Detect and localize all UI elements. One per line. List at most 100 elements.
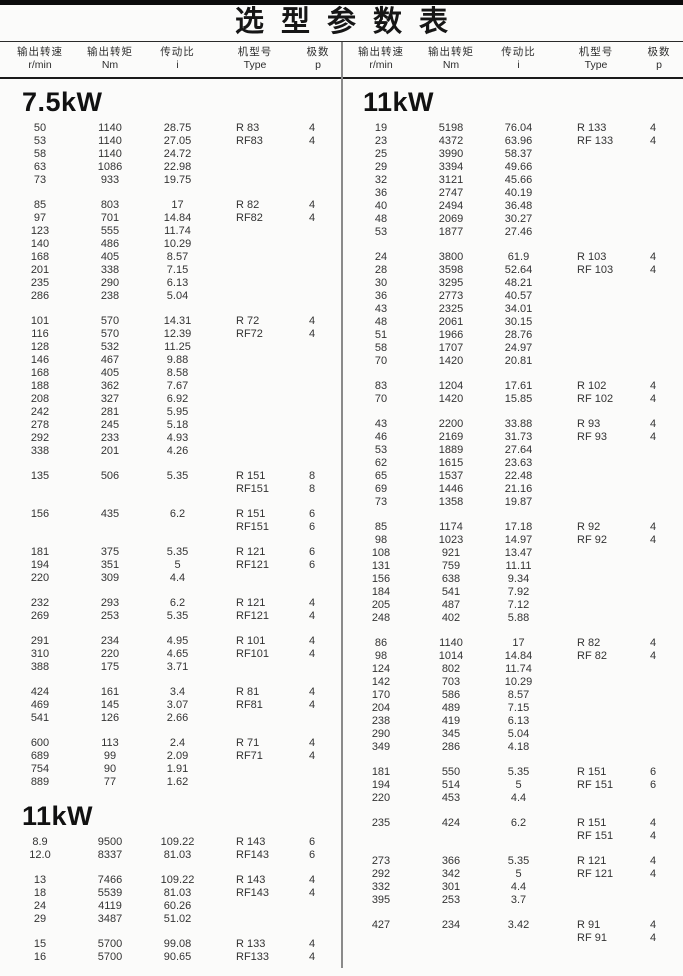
cell-poles <box>636 894 682 907</box>
table-row: 123 555 11.74 <box>0 225 341 238</box>
cell-poles <box>636 792 682 805</box>
cell-torque: 7466 <box>97 874 123 886</box>
cell-poles: 4 <box>308 648 316 660</box>
cell-torque: 175 <box>100 661 120 673</box>
cell-poles: 4 <box>649 431 657 443</box>
table-row: 205 487 7.12 <box>341 599 682 612</box>
cell-ratio: 3.4 <box>169 686 186 698</box>
cell-speed: 273 <box>371 855 391 867</box>
cell-speed: 16 <box>33 951 47 963</box>
cell-ratio: 5.35 <box>166 610 189 622</box>
cell-poles <box>636 444 682 457</box>
cell-type <box>215 380 295 393</box>
cell-torque: 555 <box>100 225 120 237</box>
cell-ratio: 24.72 <box>163 148 192 160</box>
cell-speed: 29 <box>374 161 388 173</box>
cell-torque: 405 <box>100 251 120 263</box>
cell-ratio: 5.18 <box>166 419 189 431</box>
cell-torque: 1140 <box>98 148 122 160</box>
cell-ratio: 6.92 <box>166 393 189 405</box>
cell-speed: 62 <box>374 457 388 469</box>
cell-ratio: 17.18 <box>504 521 533 533</box>
column-label: 极数 <box>306 46 330 58</box>
cell-torque: 366 <box>441 855 461 867</box>
cell-speed: 291 <box>30 635 50 647</box>
cell-type <box>215 161 295 174</box>
column-label: 机型号 <box>237 46 273 58</box>
cell-type: RF83 <box>236 135 263 147</box>
cell-ratio: 28.76 <box>504 329 533 341</box>
cell-torque: 1537 <box>438 470 464 482</box>
table-row: 48 2069 30.27 <box>341 213 682 226</box>
cell-type <box>556 200 636 213</box>
cell-poles <box>636 547 682 560</box>
cell-type <box>556 290 636 303</box>
column-label: 机型号 <box>578 46 614 58</box>
cell-ratio: 11.11 <box>505 560 532 572</box>
cell-ratio: 49.66 <box>504 161 533 173</box>
cell-poles <box>295 225 341 238</box>
cell-torque: 362 <box>100 380 120 392</box>
cell-type: R 91 <box>577 919 601 931</box>
column-label: 传动比 <box>501 46 536 58</box>
cell-ratio: 7.15 <box>507 702 530 714</box>
cell-speed: 181 <box>371 766 391 778</box>
cell-speed: 208 <box>30 393 50 405</box>
cell-poles: 6 <box>649 766 657 778</box>
cell-torque: 1889 <box>438 444 464 456</box>
cell-torque: 1086 <box>97 161 123 173</box>
cell-type <box>556 792 636 805</box>
cell-speed: 424 <box>30 686 50 698</box>
cell-type: RF101 <box>236 648 270 660</box>
cell-poles <box>295 341 341 354</box>
cell-torque: 759 <box>441 560 461 572</box>
cell-ratio: 3.07 <box>166 699 189 711</box>
cell-torque: 9500 <box>97 836 123 848</box>
cell-speed: 73 <box>374 496 388 508</box>
cell-torque: 453 <box>441 792 461 804</box>
model-group: 85 803 17 R 82 4 97 701 14.84 RF82 4 123 555 11.74 14… <box>0 199 341 303</box>
cell-type <box>215 900 295 913</box>
cell-type <box>556 329 636 342</box>
cell-ratio: 19.87 <box>504 496 533 508</box>
cell-poles: 6 <box>308 521 316 533</box>
cell-type: R 133 <box>236 938 266 950</box>
cell-poles: 4 <box>308 938 316 950</box>
cell-type <box>556 148 636 161</box>
cell-poles: 4 <box>308 635 316 647</box>
model-group: 156 435 6.2 R 151 6 RF151 6 <box>0 508 341 534</box>
cell-poles: 4 <box>308 887 316 899</box>
cell-type: R 82 <box>236 199 260 211</box>
cell-torque: 5700 <box>97 951 123 963</box>
cell-ratio: 3.7 <box>510 894 527 906</box>
cell-ratio: 6.13 <box>507 715 530 727</box>
cell-poles <box>636 290 682 303</box>
table-row: 53 1889 27.64 <box>341 444 682 457</box>
cell-poles: 4 <box>649 264 657 276</box>
cell-poles: 4 <box>308 686 316 698</box>
cell-poles: 4 <box>649 135 657 147</box>
cell-speed: 51 <box>374 329 388 341</box>
table-row: 30 3295 48.21 <box>341 277 682 290</box>
cell-type <box>215 776 295 789</box>
cell-torque <box>80 483 140 496</box>
table-row: 98 1023 14.97 RF 92 4 <box>341 534 682 547</box>
cell-speed: 48 <box>374 316 388 328</box>
column-header-torque: 输出转矩 Nm <box>80 46 140 72</box>
cell-speed: 48 <box>374 213 388 225</box>
cell-ratio: 6.2 <box>510 817 527 829</box>
cell-torque: 1358 <box>438 496 464 508</box>
cell-poles <box>636 329 682 342</box>
cell-poles <box>636 612 682 625</box>
table-row: 248 402 5.88 <box>341 612 682 625</box>
cell-torque: 3121 <box>438 174 464 186</box>
cell-poles <box>295 419 341 432</box>
cell-speed: 40 <box>374 200 388 212</box>
cell-speed: 204 <box>371 702 391 714</box>
cell-speed: 349 <box>371 741 391 753</box>
cell-speed: 395 <box>371 894 391 906</box>
cell-poles <box>636 213 682 226</box>
cell-poles: 4 <box>649 855 657 867</box>
cell-poles <box>295 367 341 380</box>
